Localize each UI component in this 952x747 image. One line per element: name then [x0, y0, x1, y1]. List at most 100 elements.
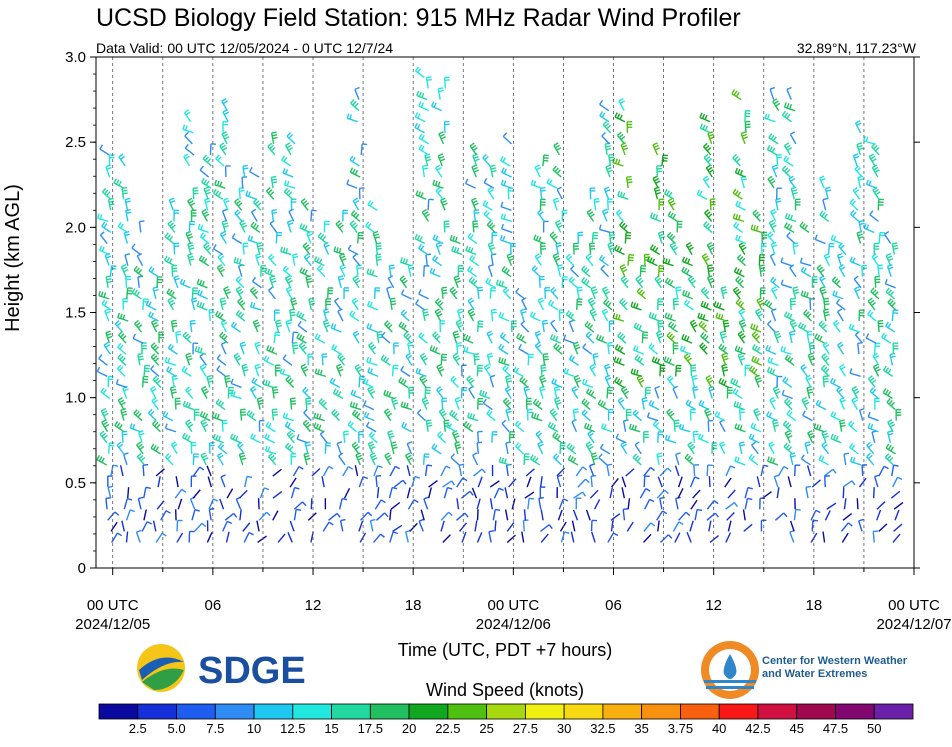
- wind-barb: [483, 210, 493, 222]
- wind-barb: [524, 491, 535, 499]
- wind-barb: [256, 242, 264, 255]
- wind-barb: [196, 301, 208, 311]
- wind-barb: [325, 298, 331, 310]
- wind-barb: [750, 224, 762, 234]
- wind-barb: [705, 374, 714, 388]
- wind-barb: [563, 334, 575, 344]
- wind-barb: [622, 419, 629, 432]
- colorbar-swatch: [835, 703, 875, 720]
- wind-barb: [553, 142, 562, 156]
- wind-barb: [648, 312, 660, 322]
- wind-barb: [136, 252, 144, 266]
- wind-barb: [187, 253, 195, 266]
- wind-barb: [722, 319, 730, 333]
- wind-barb: [239, 219, 248, 233]
- wind-barb: [581, 409, 591, 422]
- wind-barb: [258, 511, 271, 521]
- wind-barb: [282, 265, 293, 278]
- wind-barb: [441, 397, 448, 410]
- wind-barb: [342, 465, 354, 477]
- wind-barb: [715, 312, 727, 322]
- wind-barb: [158, 331, 165, 344]
- wind-barb: [630, 368, 643, 378]
- wind-barb: [358, 476, 368, 488]
- wind-barb: [792, 242, 799, 255]
- wind-barb: [552, 165, 562, 178]
- wind-barb: [818, 454, 829, 466]
- wind-barb: [133, 409, 143, 422]
- wind-barb: [498, 343, 509, 355]
- wind-barb: [836, 252, 844, 266]
- y-tick-label: 3.0: [65, 49, 86, 66]
- wind-barb: [863, 223, 875, 234]
- wind-barb: [487, 241, 496, 255]
- wind-barb: [697, 312, 709, 322]
- wind-barb: [748, 453, 759, 466]
- wind-barb: [487, 186, 495, 200]
- wind-barb: [117, 353, 127, 366]
- wind-barb: [389, 509, 392, 521]
- wind-barb: [718, 441, 726, 455]
- wind-barb: [589, 187, 596, 200]
- wind-barb: [735, 276, 745, 289]
- wind-barb: [510, 320, 517, 333]
- wind-barb: [120, 264, 129, 278]
- wind-barb: [525, 397, 532, 410]
- wind-barb: [856, 230, 864, 244]
- wind-barb: [585, 253, 594, 267]
- wind-barb: [884, 231, 892, 244]
- wind-barb: [231, 233, 243, 245]
- wind-barb: [336, 441, 343, 455]
- wind-barb: [169, 386, 177, 399]
- wind-barb: [867, 297, 876, 311]
- wind-barb: [893, 523, 903, 532]
- wind-barb: [656, 452, 663, 466]
- wind-barb: [705, 164, 714, 178]
- wind-barb: [196, 278, 208, 289]
- wind-barb: [384, 452, 393, 466]
- wind-barb: [333, 246, 345, 256]
- wind-barb: [529, 311, 541, 322]
- wind-barb: [620, 142, 629, 156]
- wind-barb: [289, 397, 297, 410]
- wind-barb: [201, 208, 210, 222]
- wind-barb: [838, 264, 846, 278]
- wind-barb: [234, 209, 243, 222]
- wind-barb: [718, 343, 729, 355]
- wind-barb: [486, 220, 496, 233]
- wind-barb: [576, 286, 583, 299]
- wind-barb: [603, 298, 613, 311]
- wind-barb: [338, 252, 347, 266]
- sdge-logo-text: SDGE: [198, 650, 306, 692]
- wind-barb: [598, 254, 609, 267]
- wind-barb: [191, 287, 199, 299]
- wind-barb: [414, 66, 425, 79]
- wind-barb: [451, 245, 463, 256]
- wind-barb: [367, 385, 376, 399]
- wind-barb: [221, 219, 229, 233]
- wind-barb: [866, 441, 875, 455]
- wind-barbs-layer: [96, 66, 904, 544]
- wind-barb: [881, 332, 892, 344]
- wind-barb: [658, 198, 665, 211]
- wind-barb: [782, 376, 793, 389]
- wind-barb: [427, 487, 432, 499]
- x-tick-label: 18: [405, 597, 422, 614]
- wind-barb: [780, 345, 792, 355]
- wind-barb: [264, 445, 277, 455]
- wind-barb: [777, 465, 789, 477]
- wind-barb: [776, 153, 782, 167]
- wind-barb: [612, 157, 624, 167]
- wind-barb: [463, 346, 475, 355]
- wind-barb: [605, 164, 613, 178]
- wind-barb: [259, 487, 270, 499]
- wind-barb: [519, 376, 529, 388]
- wind-barb: [752, 209, 761, 222]
- wind-barb: [187, 241, 195, 255]
- wind-barb: [100, 407, 109, 421]
- wind-barb: [440, 520, 445, 532]
- wind-barb: [237, 441, 245, 455]
- wind-barb: [689, 476, 700, 488]
- wind-barb: [98, 354, 108, 366]
- wind-barb: [389, 297, 397, 311]
